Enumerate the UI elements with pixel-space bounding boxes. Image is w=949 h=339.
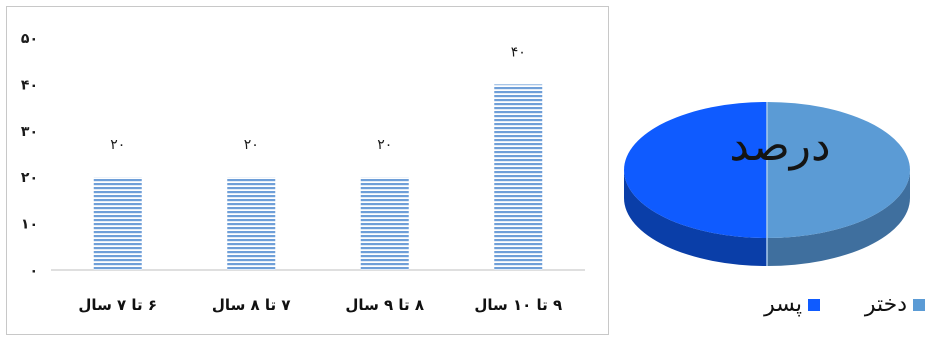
pie-chart: درصد bbox=[624, 102, 910, 266]
category-label: ۹ تا ۱۰ سال bbox=[474, 296, 562, 314]
pie-side-girl bbox=[767, 170, 910, 266]
legend-label-boy: پسر bbox=[764, 292, 802, 317]
legend-swatch-girl bbox=[913, 299, 925, 311]
y-tick-label: ۵۰ bbox=[21, 31, 38, 47]
pie-slice-girl bbox=[767, 102, 910, 238]
y-tick-label: ۱۰ bbox=[21, 217, 38, 233]
bar bbox=[360, 177, 409, 270]
bar-chart-panel: ۰ ۱۰ ۲۰ ۳۰ ۴۰ ۵۰ ۴۰ ۲۰ ۲۰ ۲۰ ۹ تا ۱۰ سال ۸ تا ۹ س… bbox=[6, 6, 609, 335]
bar bbox=[227, 177, 276, 270]
bar-data-label: ۴۰ bbox=[511, 44, 526, 60]
bar-chart: ۰ ۱۰ ۲۰ ۳۰ ۴۰ ۵۰ ۴۰ ۲۰ ۲۰ ۲۰ ۹ تا ۱۰ سال ۸ تا ۹ س… bbox=[21, 31, 585, 314]
y-tick-label: ۰ bbox=[29, 263, 38, 279]
bar bbox=[93, 177, 142, 270]
category-label: ۸ تا ۹ سال bbox=[345, 296, 424, 314]
legend-item-girl: دختر bbox=[865, 292, 925, 318]
category-label: ۷ تا ۸ سال bbox=[212, 296, 291, 314]
legend-swatch-boy bbox=[808, 299, 820, 311]
pie-side-boy bbox=[624, 170, 767, 266]
bar-data-label: ۲۰ bbox=[244, 137, 259, 153]
bar-data-label: ۲۰ bbox=[377, 137, 392, 153]
y-tick-label: ۳۰ bbox=[21, 124, 38, 140]
bar bbox=[494, 84, 543, 271]
pie-title: درصد bbox=[729, 120, 830, 171]
legend-label-girl: دختر bbox=[864, 292, 907, 317]
bar-data-label: ۲۰ bbox=[110, 137, 125, 153]
pie-slice-boy bbox=[624, 102, 767, 238]
y-tick-label: ۲۰ bbox=[21, 170, 38, 186]
category-label: ۶ تا ۷ سال bbox=[78, 296, 157, 314]
legend-item-boy: پسر bbox=[764, 292, 820, 318]
y-tick-label: ۴۰ bbox=[21, 77, 38, 93]
pie-legend: دختر پسر bbox=[725, 292, 925, 318]
